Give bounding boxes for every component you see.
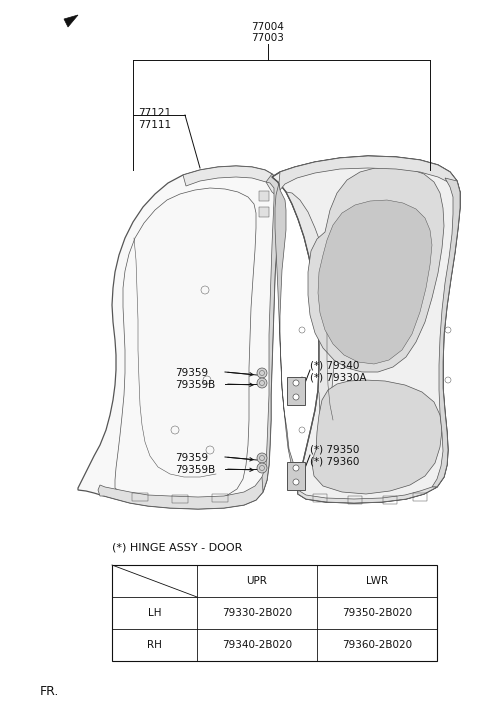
Polygon shape bbox=[78, 166, 279, 509]
Text: LH: LH bbox=[148, 608, 161, 618]
Polygon shape bbox=[318, 200, 432, 364]
Text: 77121: 77121 bbox=[138, 108, 171, 118]
Polygon shape bbox=[275, 183, 300, 490]
Text: 77111: 77111 bbox=[138, 120, 171, 130]
Circle shape bbox=[257, 463, 267, 473]
Text: (*) 79350: (*) 79350 bbox=[310, 445, 360, 455]
Text: 79330-2B020: 79330-2B020 bbox=[222, 608, 292, 618]
Text: (*) 79330A: (*) 79330A bbox=[310, 372, 367, 382]
Bar bbox=[112, 565, 437, 661]
Text: (*) 79360: (*) 79360 bbox=[310, 457, 360, 467]
Circle shape bbox=[257, 368, 267, 378]
Bar bbox=[132, 493, 148, 501]
Bar bbox=[313, 494, 327, 502]
Bar bbox=[172, 495, 188, 503]
Polygon shape bbox=[308, 167, 444, 372]
Circle shape bbox=[293, 479, 299, 485]
Text: 79360-2B020: 79360-2B020 bbox=[342, 640, 412, 650]
Text: (*) 79340: (*) 79340 bbox=[310, 360, 360, 370]
Circle shape bbox=[257, 378, 267, 388]
Text: 79340-2B020: 79340-2B020 bbox=[222, 640, 292, 650]
Text: 77003: 77003 bbox=[252, 33, 285, 43]
Text: FR.: FR. bbox=[40, 685, 60, 698]
Circle shape bbox=[257, 453, 267, 463]
Polygon shape bbox=[286, 192, 335, 430]
Polygon shape bbox=[64, 15, 78, 27]
Polygon shape bbox=[183, 166, 279, 198]
Polygon shape bbox=[272, 156, 460, 503]
Text: 79359B: 79359B bbox=[175, 465, 215, 475]
Text: 79359: 79359 bbox=[175, 453, 208, 463]
Bar bbox=[287, 377, 305, 405]
Polygon shape bbox=[262, 174, 279, 492]
Text: LWR: LWR bbox=[366, 576, 388, 586]
Bar bbox=[348, 496, 362, 504]
Bar bbox=[287, 462, 305, 490]
Text: UPR: UPR bbox=[247, 576, 267, 586]
Bar bbox=[212, 494, 228, 502]
Polygon shape bbox=[312, 380, 442, 494]
Bar bbox=[259, 191, 269, 201]
Bar bbox=[259, 207, 269, 217]
Text: (*) HINGE ASSY - DOOR: (*) HINGE ASSY - DOOR bbox=[112, 543, 242, 553]
Text: RH: RH bbox=[147, 640, 162, 650]
Text: 79350-2B020: 79350-2B020 bbox=[342, 608, 412, 618]
Text: 79359: 79359 bbox=[175, 368, 208, 378]
Text: 79359B: 79359B bbox=[175, 380, 215, 390]
Polygon shape bbox=[98, 477, 267, 509]
Polygon shape bbox=[279, 156, 460, 192]
Circle shape bbox=[293, 394, 299, 400]
Circle shape bbox=[293, 465, 299, 471]
Bar bbox=[413, 493, 427, 501]
Text: 77004: 77004 bbox=[252, 22, 285, 32]
Polygon shape bbox=[432, 178, 460, 487]
Circle shape bbox=[293, 380, 299, 386]
Polygon shape bbox=[298, 487, 437, 503]
Bar bbox=[383, 496, 397, 504]
